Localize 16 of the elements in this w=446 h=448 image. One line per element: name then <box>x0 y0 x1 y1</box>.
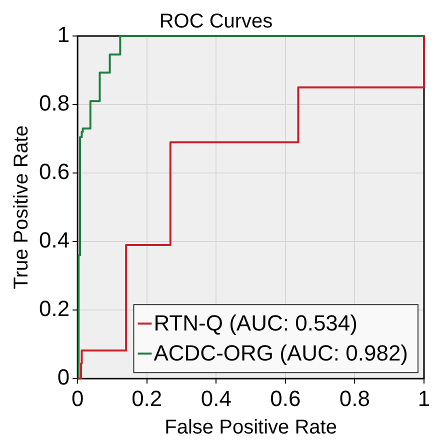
chart-title: ROC Curves <box>159 10 273 33</box>
y-tick-label: 0.6 <box>38 159 70 184</box>
y-tick-label: 0 <box>57 364 70 390</box>
x-axis-title: False Positive Rate <box>164 416 337 439</box>
legend-label: ACDC-ORG (AUC: 0.982) <box>154 340 408 366</box>
x-tick-label: 0.2 <box>132 386 162 411</box>
y-tick-label: 0.2 <box>38 296 70 322</box>
x-tick-label: 1 <box>418 386 430 411</box>
y-axis-title: True Positive Rate <box>10 125 33 290</box>
x-tick-label: 0.8 <box>339 386 370 411</box>
legend-label: RTN-Q (AUC: 0.534) <box>154 310 358 336</box>
y-tick-label: 1 <box>57 22 70 48</box>
x-tick-label: 0.6 <box>270 386 301 411</box>
y-tick-label: 0.4 <box>38 228 70 253</box>
x-tick-label: 0.4 <box>200 386 232 411</box>
y-tick-label: 0.8 <box>38 90 70 116</box>
